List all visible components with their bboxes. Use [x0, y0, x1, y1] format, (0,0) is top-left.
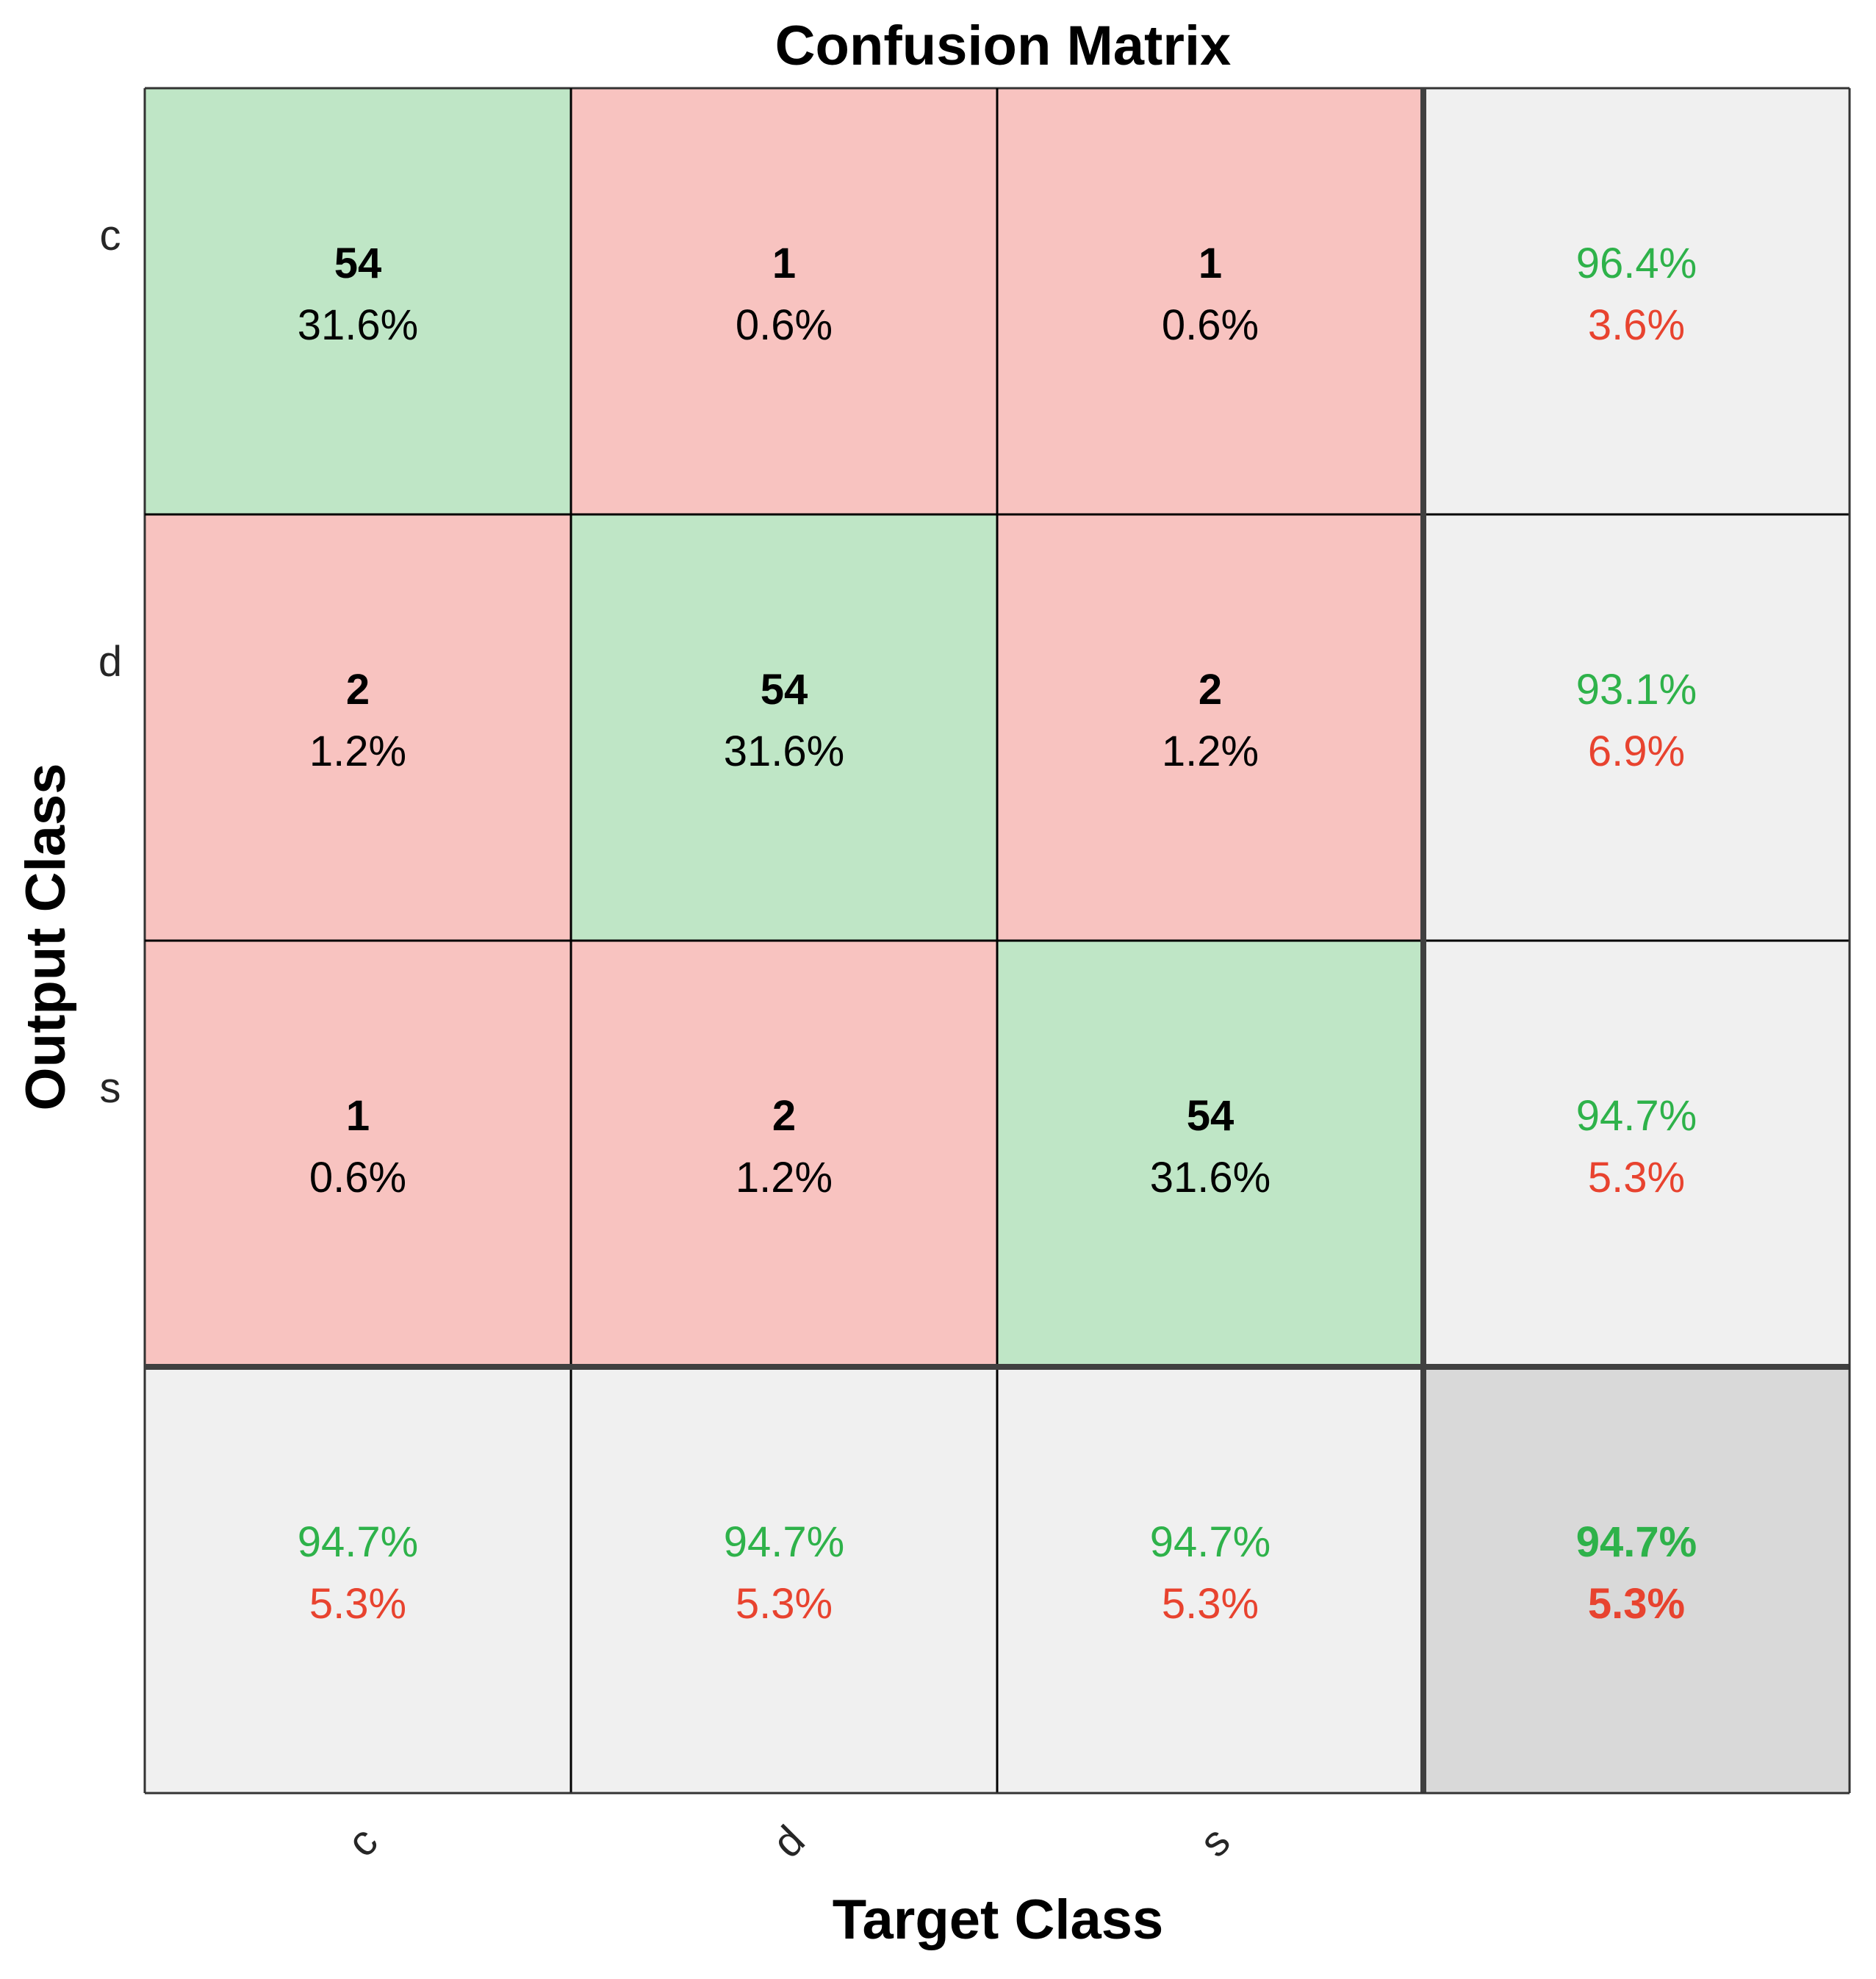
x-tick-s: s — [1190, 1817, 1239, 1866]
col-summary-cell-0 — [145, 1367, 571, 1793]
matrix-cell-0-0-bottom: 31.6% — [298, 301, 418, 349]
matrix-cell-0-2-bottom: 0.6% — [1162, 301, 1259, 349]
matrix-cell-2-2 — [997, 941, 1423, 1367]
matrix-cell-2-1-bottom: 1.2% — [736, 1154, 833, 1202]
matrix-cell-0-0-top: 54 — [334, 240, 382, 287]
x-tick-d: d — [763, 1817, 814, 1867]
col-summary-2-bottom: 5.3% — [1162, 1580, 1259, 1628]
matrix-cell-1-2-top: 2 — [1198, 666, 1222, 714]
matrix-cell-1-1-top: 54 — [761, 666, 808, 714]
y-tick-s: s — [100, 1064, 121, 1112]
matrix-cell-0-0 — [145, 88, 571, 514]
matrix-cell-1-1-bottom: 31.6% — [724, 728, 844, 775]
row-summary-1-top: 93.1% — [1576, 666, 1697, 714]
col-summary-0-bottom: 5.3% — [309, 1580, 406, 1628]
col-summary-1-bottom: 5.3% — [736, 1580, 833, 1628]
row-summary-cell-0 — [1423, 88, 1850, 514]
matrix-cell-2-2-bottom: 31.6% — [1150, 1154, 1271, 1202]
overall-accuracy-bottom: 5.3% — [1588, 1580, 1685, 1628]
matrix-cell-0-1-bottom: 0.6% — [736, 301, 833, 349]
matrix-cells: 54 31.6% 1 0.6% 1 0.6% 2 1.2% 54 31.6% 2 1.2% 1 0.6% 2… — [145, 88, 1850, 1793]
overall-accuracy-top: 94.7% — [1576, 1518, 1697, 1566]
col-summary-cell-1 — [571, 1367, 997, 1793]
col-summary-2-top: 94.7% — [1150, 1518, 1271, 1566]
matrix-cell-0-1-top: 1 — [772, 240, 796, 287]
matrix-cell-2-0-bottom: 0.6% — [309, 1154, 406, 1202]
row-summary-2-bottom: 5.3% — [1588, 1154, 1685, 1202]
overall-cell — [1423, 1367, 1850, 1793]
matrix-cell-1-0-top: 2 — [346, 666, 370, 714]
x-tick-c: c — [338, 1817, 387, 1866]
matrix-cell-1-0-bottom: 1.2% — [309, 728, 406, 775]
matrix-cell-0-1 — [571, 88, 997, 514]
row-summary-0-bottom: 3.6% — [1588, 301, 1685, 349]
matrix-cell-1-2 — [997, 514, 1423, 941]
matrix-cell-1-0 — [145, 514, 571, 941]
row-summary-cell-1 — [1423, 514, 1850, 941]
matrix-cell-0-2-top: 1 — [1198, 240, 1222, 287]
chart-title: Confusion Matrix — [775, 15, 1232, 77]
col-summary-0-top: 94.7% — [298, 1518, 418, 1566]
matrix-cell-2-0 — [145, 941, 571, 1367]
matrix-cell-2-1-top: 2 — [772, 1092, 796, 1140]
matrix-cell-1-2-bottom: 1.2% — [1162, 728, 1259, 775]
y-tick-d: d — [98, 638, 122, 686]
y-tick-c: c — [100, 212, 121, 259]
matrix-grid — [143, 87, 1851, 1795]
matrix-cell-1-1 — [571, 514, 997, 941]
matrix-cell-0-2 — [997, 88, 1423, 514]
row-summary-1-bottom: 6.9% — [1588, 728, 1685, 775]
col-summary-1-top: 94.7% — [724, 1518, 844, 1566]
row-summary-0-top: 96.4% — [1576, 240, 1697, 287]
matrix-cell-2-0-top: 1 — [346, 1092, 370, 1140]
row-summary-cell-2 — [1423, 941, 1850, 1367]
y-axis-label: Output Class — [15, 764, 77, 1111]
row-summary-2-top: 94.7% — [1576, 1092, 1697, 1140]
matrix-cell-2-2-top: 54 — [1187, 1092, 1235, 1140]
matrix-cell-2-1 — [571, 941, 997, 1367]
col-summary-cell-2 — [997, 1367, 1423, 1793]
x-axis-label: Target Class — [833, 1889, 1164, 1951]
